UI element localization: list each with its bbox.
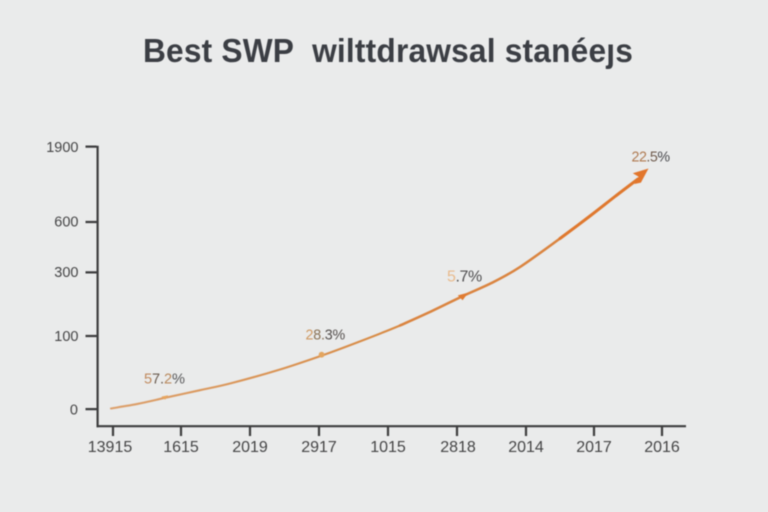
svg-text:13915: 13915 (88, 439, 133, 456)
svg-text:1900: 1900 (46, 140, 78, 156)
svg-text:2019: 2019 (232, 439, 268, 456)
svg-text:57.2%: 57.2% (144, 372, 185, 388)
svg-text:2014: 2014 (508, 439, 544, 456)
svg-text:1015: 1015 (370, 439, 406, 456)
svg-text:0: 0 (70, 403, 78, 419)
svg-text:22.5%: 22.5% (632, 150, 671, 166)
svg-text:5.7%: 5.7% (447, 269, 482, 286)
svg-text:300: 300 (54, 265, 78, 281)
svg-text:2016: 2016 (644, 439, 680, 456)
svg-text:1615: 1615 (163, 439, 199, 456)
svg-text:2017: 2017 (576, 439, 612, 456)
svg-text:2917: 2917 (301, 439, 337, 456)
svg-text:28.3%: 28.3% (306, 328, 346, 344)
svg-text:100: 100 (54, 329, 78, 345)
svg-text:2818: 2818 (440, 439, 476, 456)
svg-text:600: 600 (54, 215, 78, 231)
